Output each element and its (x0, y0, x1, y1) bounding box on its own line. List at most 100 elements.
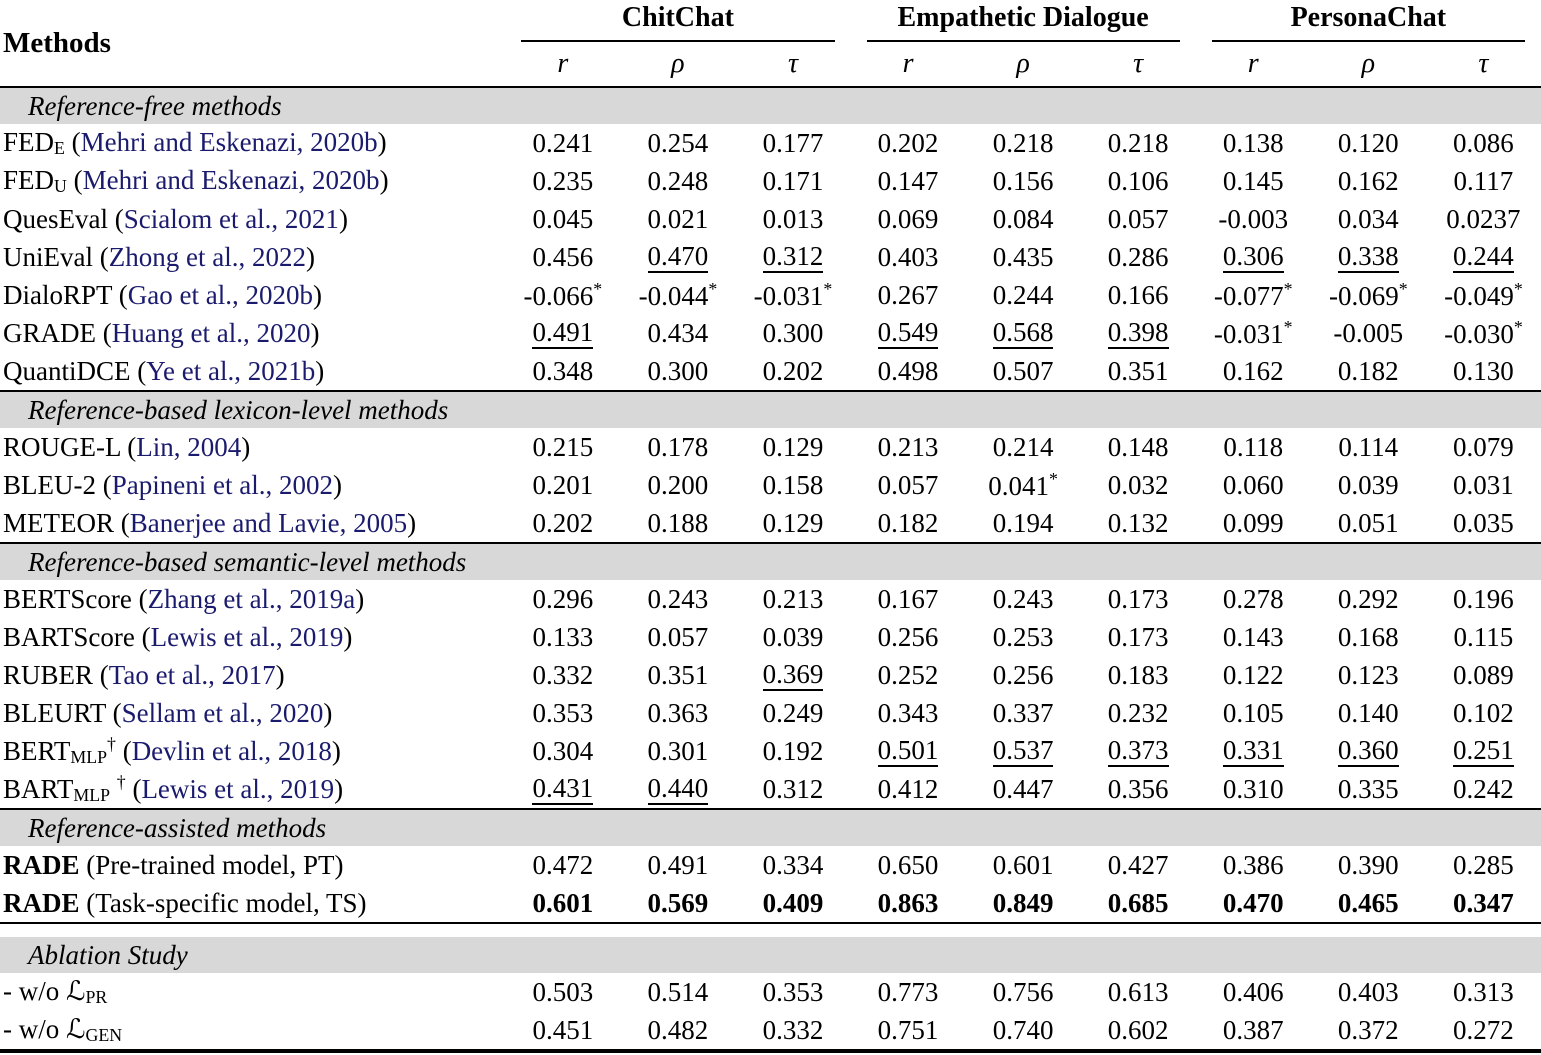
citation-link[interactable]: Scialom et al., 2021 (123, 203, 339, 234)
underlined-value: 0.373 (1107, 737, 1169, 767)
section-gap (0, 923, 1541, 937)
metric-value: 0.409 (735, 884, 851, 924)
method-name: ) (241, 431, 251, 462)
value-number: 0.168 (1337, 621, 1399, 652)
table-row: BLEURT (Sellam et al., 2020) 0.353 0.363 0.… (0, 694, 1541, 732)
value-number: 0.773 (877, 976, 939, 1007)
method-name: ) (379, 164, 389, 195)
citation-link[interactable]: Ye et al., 2021b (146, 355, 316, 386)
value-number: 0.549 (877, 317, 939, 347)
value-number: 0.102 (1453, 697, 1514, 728)
value-number: 0.202 (762, 355, 824, 386)
metric-value: 0.863 (850, 884, 966, 924)
citation-link[interactable]: Tao et al., 2017 (108, 659, 276, 690)
value-number: 0.099 (1222, 507, 1284, 538)
citation-link[interactable]: Sellam et al., 2020 (121, 697, 324, 728)
citation-link[interactable]: Lewis et al., 2019 (150, 621, 344, 652)
metric-value: 0.244 (966, 276, 1081, 314)
metric-value: 0.248 (620, 162, 735, 200)
citation-link[interactable]: Lin, 2004 (136, 431, 242, 462)
metric-value: 0.756 (966, 973, 1081, 1011)
citation-link[interactable]: Papineni et al., 2002 (111, 469, 333, 500)
metric-value: 0.129 (735, 428, 850, 466)
metric-value: 0.351 (1081, 352, 1196, 391)
method-label: BARTScore (Lewis et al., 2019) (0, 618, 505, 656)
metric-value: 0.310 (1196, 770, 1311, 809)
group-label: PersonaChat (1211, 2, 1525, 42)
value-number: 0.386 (1222, 849, 1284, 880)
value-number: 0.182 (877, 507, 939, 538)
significance-star: * (1283, 278, 1293, 299)
value-number: 0.057 (877, 469, 939, 500)
value-number: 0.313 (1453, 976, 1514, 1007)
value-number: 0.456 (532, 241, 594, 272)
group-header-empathetic-dialogue: Empathetic Dialogue (851, 0, 1196, 42)
value-number: 0.251 (1453, 735, 1514, 765)
dagger-mark: † (107, 733, 116, 754)
method-name: ) (407, 507, 417, 538)
value-number: 0.188 (647, 507, 709, 538)
method-name: BLEU-2 ( (3, 469, 112, 500)
metric-value: 0.069 (851, 200, 966, 238)
citation-link[interactable]: Gao et al., 2020b (127, 279, 313, 310)
metric-value: 0.256 (966, 656, 1081, 694)
value-number: 0.306 (1222, 241, 1284, 271)
value-number: 0.173 (1107, 621, 1169, 652)
metric-value: 0.201 (505, 466, 620, 504)
section-title: Reference-free methods (0, 86, 1541, 124)
metric-value: -0.049* (1426, 276, 1541, 314)
citation-link[interactable]: Mehri and Eskenazi, 2020b (80, 126, 378, 157)
citation-link[interactable]: Mehri and Eskenazi, 2020b (82, 164, 380, 195)
metric-value: 0.117 (1426, 162, 1541, 200)
citation-link[interactable]: Huang et al., 2020 (111, 317, 311, 348)
metric-value: 0.138 (1196, 124, 1311, 162)
value-number: 0.267 (877, 279, 939, 310)
value-number: 0.440 (647, 773, 709, 803)
value-number: 0.406 (1222, 976, 1284, 1007)
value-number: 0.182 (1337, 355, 1399, 386)
section-header-row: Ablation Study (0, 937, 1541, 973)
method-label: RADE (Task-specific model, TS) (0, 884, 506, 924)
metric-header-row: r ρ τ r ρ τ r ρ τ (0, 42, 1541, 88)
method-name: ) (315, 355, 325, 386)
citation-link[interactable]: Zhong et al., 2022 (108, 241, 306, 272)
citation-link[interactable]: Devlin et al., 2018 (131, 735, 332, 766)
metric-value: 0.039 (1311, 466, 1426, 504)
metric-value: 0.115 (1426, 618, 1541, 656)
metric-value: 0.435 (966, 238, 1081, 276)
significance-star: * (593, 278, 603, 299)
value-number: 0.491 (647, 849, 709, 880)
citation-link[interactable]: Lewis et al., 2019 (141, 773, 335, 804)
metric-value: 0.213 (735, 580, 850, 618)
metric-value: 0.086 (1426, 124, 1541, 162)
metric-value: 0.057 (1081, 200, 1196, 238)
method-name: FED (3, 126, 55, 157)
metric-value: 0.168 (1311, 618, 1426, 656)
metric-value: 0.272 (1425, 1011, 1541, 1053)
method-name: BARTScore ( (3, 621, 151, 652)
value-number: 0.602 (1107, 1014, 1169, 1045)
metric-value: -0.066* (505, 276, 620, 314)
value-number: 0.145 (1222, 165, 1284, 196)
metric-value: 0.129 (735, 504, 850, 543)
citation-link[interactable]: Banerjee and Lavie, 2005 (129, 507, 408, 538)
metric-value: 0.343 (851, 694, 966, 732)
method-name: ROUGE-L ( (3, 431, 137, 462)
method-label: BERTScore (Zhang et al., 2019a) (0, 580, 505, 618)
citation-link[interactable]: Zhang et al., 2019a (147, 583, 356, 614)
script-l-symbol: ℒ (66, 1013, 86, 1045)
metric-value: -0.031* (735, 276, 850, 314)
metric-value: 0.353 (735, 973, 850, 1011)
value-number: 0.353 (532, 697, 594, 728)
metric-value: 0.569 (620, 884, 736, 924)
method-name: ) (310, 317, 320, 348)
metric-value: 0.412 (851, 770, 966, 809)
value-number: 0.447 (992, 773, 1054, 804)
method-label: RADE (Pre-trained model, PT) (0, 846, 505, 884)
method-name: - w/o (3, 1013, 66, 1044)
metric-value: 0.613 (1081, 973, 1196, 1011)
value-number: -0.069 (1328, 280, 1399, 311)
underlined-value: 0.251 (1453, 737, 1514, 767)
metric-value: 0.249 (735, 694, 850, 732)
metric-value: 0.334 (735, 846, 850, 884)
